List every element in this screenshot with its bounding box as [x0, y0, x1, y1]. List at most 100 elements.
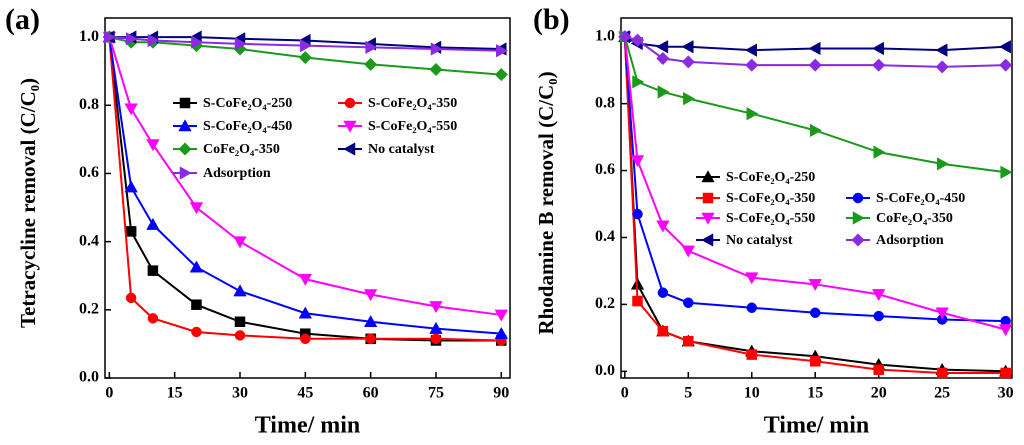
y-tick-label: 0.0	[79, 369, 99, 386]
data-point	[124, 180, 138, 193]
data-point	[936, 367, 948, 379]
x-tick-label: 0	[105, 385, 113, 402]
data-point	[147, 33, 160, 48]
data-point	[234, 316, 246, 327]
data-point	[300, 333, 311, 345]
data-point	[125, 226, 137, 237]
data-point	[189, 202, 204, 215]
x-tick-label: 60	[363, 385, 379, 402]
data-point	[657, 325, 669, 337]
data-point	[364, 57, 378, 71]
data-point	[809, 356, 821, 367]
data-point	[683, 91, 696, 106]
legend-marker	[701, 233, 714, 247]
data-point	[430, 333, 442, 345]
y-tick-label: 0.2	[79, 300, 99, 317]
x-tick-label: 45	[297, 385, 313, 402]
legend-marker	[343, 142, 356, 156]
data-point	[124, 103, 138, 116]
data-point	[681, 40, 694, 54]
series-line	[108, 37, 502, 342]
data-point	[630, 155, 645, 168]
data-point	[873, 310, 884, 322]
x-axis-label: Time/ min	[255, 413, 361, 439]
y-tick-label: 1.0	[595, 27, 615, 44]
data-point	[873, 145, 886, 159]
x-axis-label: Time/ min	[764, 413, 870, 439]
data-point	[234, 330, 246, 341]
data-point	[146, 217, 160, 230]
data-point	[746, 107, 759, 121]
legend-marker	[702, 192, 714, 204]
legend-label: S-CoFe₂O₄-250	[726, 170, 815, 185]
panel-label: (a)	[5, 3, 40, 36]
data-point	[745, 272, 759, 285]
series-line	[108, 36, 502, 342]
legend-label: S-CoFe₂O₄-350	[368, 96, 457, 111]
legend-marker	[178, 142, 192, 156]
legend-marker	[179, 166, 192, 180]
legend-marker	[178, 119, 192, 132]
legend-label: S-CoFe₂O₄-550	[368, 119, 457, 134]
legend-marker	[343, 120, 357, 133]
data-point	[191, 299, 202, 310]
data-point	[300, 38, 313, 53]
data-point	[632, 295, 643, 307]
data-point	[632, 208, 643, 220]
y-axis-label: Tetracycline removal (C/C₀)	[16, 78, 40, 328]
data-point	[744, 43, 758, 57]
legend-marker	[701, 212, 715, 225]
legend-label: S-CoFe₂O₄-250	[203, 96, 292, 111]
data-point	[191, 326, 202, 338]
plot-frame	[620, 17, 1013, 379]
data-point	[936, 157, 949, 171]
x-tick-label: 15	[807, 385, 823, 402]
data-point	[494, 309, 508, 322]
data-point	[808, 279, 822, 292]
data-point	[191, 35, 204, 49]
plot-frame	[104, 17, 511, 379]
data-point	[363, 289, 378, 302]
panel-label: (b)	[533, 3, 570, 36]
data-point	[746, 349, 758, 360]
data-point	[872, 289, 886, 302]
legend-label: No catalyst	[726, 233, 793, 248]
data-point	[656, 40, 669, 54]
data-point	[363, 314, 378, 327]
data-point	[233, 284, 247, 297]
legend-marker	[851, 233, 865, 247]
data-point	[147, 265, 159, 276]
data-point	[146, 139, 160, 152]
data-point	[809, 123, 822, 138]
data-point	[657, 287, 669, 298]
y-tick-label: 0.6	[79, 164, 99, 181]
data-point	[999, 58, 1013, 72]
data-point	[809, 307, 821, 319]
data-point	[234, 37, 247, 51]
data-point	[494, 326, 508, 339]
legend-label: S-CoFe₂O₄-550	[726, 211, 815, 226]
data-point	[233, 236, 247, 249]
data-point	[630, 33, 645, 47]
y-tick-label: 0.8	[79, 96, 99, 113]
data-point	[808, 41, 821, 56]
legend-marker	[852, 192, 864, 204]
data-point	[745, 58, 759, 72]
data-point	[429, 301, 443, 314]
data-point	[872, 58, 886, 72]
legend-marker	[179, 97, 191, 109]
data-point	[873, 364, 884, 375]
x-tick-label: 5	[684, 385, 692, 402]
data-point	[683, 297, 694, 308]
data-point	[125, 32, 138, 46]
data-point	[998, 40, 1011, 54]
data-point	[657, 85, 670, 99]
series-line	[108, 36, 502, 335]
x-tick-label: 0	[621, 385, 629, 402]
legend-marker	[701, 170, 715, 183]
data-point	[365, 333, 376, 345]
data-point	[365, 40, 378, 54]
y-tick-label: 1.0	[79, 28, 99, 45]
x-tick-label: 30	[232, 385, 248, 402]
legend-label: No catalyst	[368, 142, 435, 157]
